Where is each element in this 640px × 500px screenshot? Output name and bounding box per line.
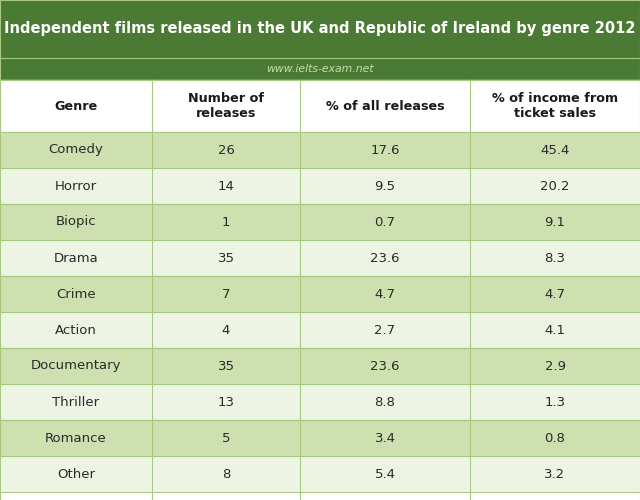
- Text: 23.6: 23.6: [371, 360, 400, 372]
- Text: 35: 35: [218, 252, 234, 264]
- Text: 5.4: 5.4: [374, 468, 396, 480]
- Bar: [0, 80, 640, 132]
- Text: 1.3: 1.3: [545, 396, 566, 408]
- Text: Comedy: Comedy: [49, 144, 104, 156]
- Text: 35: 35: [218, 360, 234, 372]
- Bar: [0, 132, 640, 168]
- Text: www.ielts-exam.net: www.ielts-exam.net: [266, 64, 374, 74]
- Text: 0.8: 0.8: [545, 432, 565, 444]
- Bar: [0, 348, 640, 384]
- Text: 20.2: 20.2: [540, 180, 570, 192]
- Text: 0.7: 0.7: [374, 216, 396, 228]
- Text: 26: 26: [218, 144, 234, 156]
- Text: Crime: Crime: [56, 288, 96, 300]
- Text: 2.9: 2.9: [545, 360, 566, 372]
- Text: Biopic: Biopic: [56, 216, 96, 228]
- Text: Thriller: Thriller: [52, 396, 100, 408]
- Bar: [0, 168, 640, 204]
- Text: 14: 14: [218, 180, 234, 192]
- Text: 2.7: 2.7: [374, 324, 396, 336]
- Bar: [0, 204, 640, 240]
- Text: Other: Other: [57, 468, 95, 480]
- Text: Drama: Drama: [54, 252, 99, 264]
- Text: 8.8: 8.8: [374, 396, 396, 408]
- Text: Romance: Romance: [45, 432, 107, 444]
- Text: Genre: Genre: [54, 100, 98, 112]
- Text: 9.1: 9.1: [545, 216, 566, 228]
- Bar: [0, 240, 640, 276]
- Text: 4: 4: [222, 324, 230, 336]
- Text: Documentary: Documentary: [31, 360, 121, 372]
- Text: Horror: Horror: [55, 180, 97, 192]
- Text: 8.3: 8.3: [545, 252, 566, 264]
- Text: 4.7: 4.7: [545, 288, 566, 300]
- Bar: [0, 492, 640, 500]
- Text: % of all releases: % of all releases: [326, 100, 444, 112]
- Bar: [0, 58, 640, 80]
- Text: 17.6: 17.6: [371, 144, 400, 156]
- Text: 7: 7: [221, 288, 230, 300]
- Text: 4.1: 4.1: [545, 324, 566, 336]
- Text: 5: 5: [221, 432, 230, 444]
- Text: 23.6: 23.6: [371, 252, 400, 264]
- Text: 3.4: 3.4: [374, 432, 396, 444]
- Text: Independent films released in the UK and Republic of Ireland by genre 2012: Independent films released in the UK and…: [4, 22, 636, 36]
- Bar: [0, 456, 640, 492]
- Text: Number of
releases: Number of releases: [188, 92, 264, 120]
- Text: 45.4: 45.4: [540, 144, 570, 156]
- Bar: [0, 420, 640, 456]
- Text: 4.7: 4.7: [374, 288, 396, 300]
- Text: 3.2: 3.2: [545, 468, 566, 480]
- Text: % of income from
ticket sales: % of income from ticket sales: [492, 92, 618, 120]
- Text: 13: 13: [218, 396, 234, 408]
- Text: 9.5: 9.5: [374, 180, 396, 192]
- Bar: [0, 276, 640, 312]
- Bar: [0, 384, 640, 420]
- Bar: [0, 0, 640, 58]
- Text: 1: 1: [221, 216, 230, 228]
- Text: 8: 8: [222, 468, 230, 480]
- Bar: [0, 312, 640, 348]
- Text: Action: Action: [55, 324, 97, 336]
